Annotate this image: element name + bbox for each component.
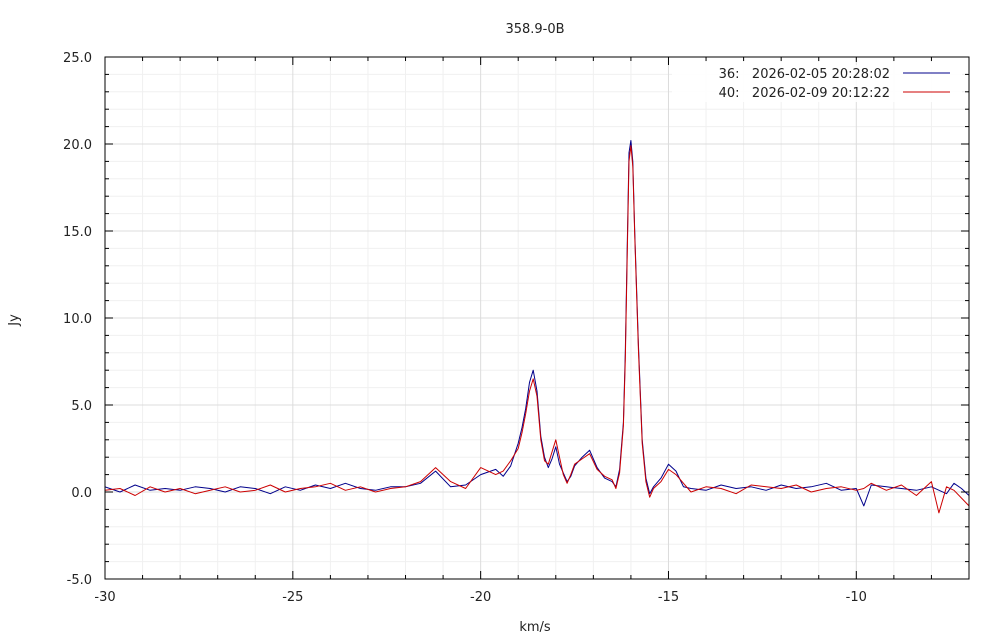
chart-title: 358.9-0B: [505, 22, 564, 37]
y-tick-label: 15.0: [63, 225, 92, 240]
x-axis-label: km/s: [519, 620, 551, 635]
series-line-0: [105, 140, 969, 507]
legend-background: [672, 62, 962, 102]
series-line-1: [105, 145, 969, 514]
x-tick-label: -15: [658, 590, 679, 605]
legend: 36: 2026-02-05 20:28:02 40: 2026-02-09 20…: [672, 62, 962, 102]
y-tick-label: 0.0: [71, 486, 92, 501]
series-layer: [105, 140, 969, 514]
x-tick-label: -25: [282, 590, 303, 605]
major-grid: [104, 56, 969, 580]
axis-ticks: [104, 56, 970, 580]
x-tick-label: -10: [846, 590, 867, 605]
y-tick-label: 10.0: [63, 312, 92, 327]
y-tick-label: 20.0: [63, 138, 92, 153]
x-tick-labels: -30 -25 -20 -15 -10: [94, 590, 867, 605]
y-tick-label: 25.0: [63, 51, 92, 66]
x-tick-label: -20: [470, 590, 491, 605]
y-tick-label: -5.0: [67, 573, 92, 588]
y-tick-label: 5.0: [71, 399, 92, 414]
legend-label: 40: 2026-02-09 20:12:22: [719, 86, 890, 101]
legend-label: 36: 2026-02-05 20:28:02: [719, 67, 890, 82]
y-axis-label: Jy: [7, 314, 22, 327]
x-tick-label: -30: [94, 590, 115, 605]
y-tick-labels: -5.0 0.0 5.0 10.0 15.0 20.0 25.0: [63, 51, 92, 588]
